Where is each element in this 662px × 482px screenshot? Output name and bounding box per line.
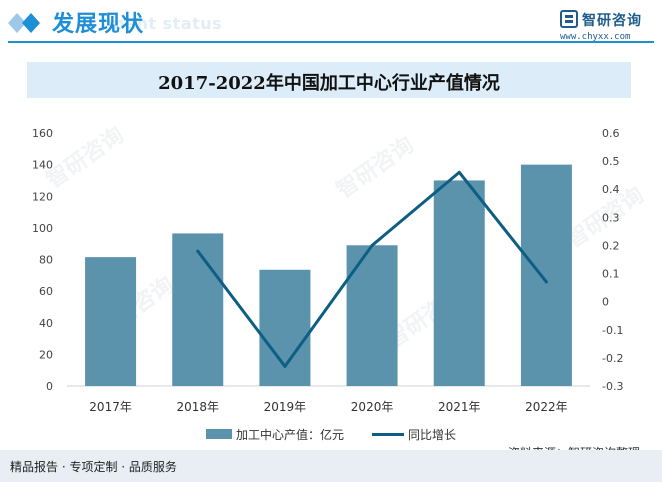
y-right-tick-label: -0.2 xyxy=(602,352,623,365)
growth-point xyxy=(283,364,287,368)
legend-line-swatch xyxy=(372,433,404,436)
bar xyxy=(346,245,398,386)
y-right-tick-label: 0.5 xyxy=(602,155,620,168)
y-left-tick-label: 60 xyxy=(39,285,53,298)
chart: 0 20 40 60 80 100 120 140 160 -0.3 -0.2 -0.1 0 0.1 0.2… xyxy=(32,127,623,414)
footer-text: 精品报告 · 专项定制 · 品质服务 xyxy=(10,460,177,474)
chart-title-band: 2017-2022年中国加工中心行业产值情况 xyxy=(27,62,631,98)
bar xyxy=(520,164,572,386)
legend-line-label: 同比增长 xyxy=(408,428,457,442)
growth-point xyxy=(196,249,200,253)
x-tick-label: 2017年 xyxy=(89,400,132,414)
chart-title: 2017-2022年中国加工中心行业产值情况 xyxy=(158,73,500,94)
growth-point xyxy=(370,243,374,247)
y-left-tick-label: 160 xyxy=(32,127,53,140)
y-right-tick-label: -0.3 xyxy=(602,380,623,393)
y-right-tick-label: 0.4 xyxy=(602,183,620,196)
y-left-tick-label: 100 xyxy=(32,222,53,235)
legend-bar-swatch xyxy=(206,429,232,439)
bar xyxy=(172,233,224,386)
brand-url: www.chyxx.com xyxy=(560,32,631,42)
bar xyxy=(259,269,311,386)
legend-bar-label: 加工中心产值：亿元 xyxy=(236,428,345,442)
section-title: 发展现状 xyxy=(52,12,145,37)
y-left-tick-label: 20 xyxy=(39,348,53,361)
y-right-tick-label: 0.3 xyxy=(602,211,620,224)
header-divider xyxy=(8,41,654,43)
y-left-tick-label: 80 xyxy=(39,254,53,267)
footer-bar: 精品报告 · 专项定制 · 品质服务 xyxy=(0,450,662,482)
x-tick-label: 2020年 xyxy=(351,400,394,414)
section-subtitle: ment status xyxy=(108,14,223,33)
y-left-tick-label: 0 xyxy=(46,380,53,393)
y-right-tick-label: -0.1 xyxy=(602,324,623,337)
x-tick-label: 2022年 xyxy=(525,400,568,414)
brand-logo-icon xyxy=(560,10,578,28)
y-right-tick-label: 0.6 xyxy=(602,127,620,140)
y-left-tick-label: 120 xyxy=(32,190,53,203)
bar xyxy=(85,257,137,386)
growth-point xyxy=(544,280,548,284)
y-right-tick-label: 0.1 xyxy=(602,268,620,281)
x-tick-label: 2018年 xyxy=(176,400,219,414)
y-right-tick-label: 0 xyxy=(602,296,609,309)
y-left-tick-label: 140 xyxy=(32,159,53,172)
brand-name: 智研咨询 xyxy=(582,13,642,29)
diamond-bullet-icon xyxy=(8,13,40,33)
x-tick-label: 2021年 xyxy=(438,400,481,414)
y-left-tick-label: 40 xyxy=(39,317,53,330)
y-right-tick-label: 0.2 xyxy=(602,239,620,252)
x-tick-label: 2019年 xyxy=(264,400,307,414)
page-header: ment status 发展现状 智研咨询 www.chyxx.com xyxy=(0,0,662,46)
growth-point xyxy=(457,170,461,174)
bar xyxy=(433,180,485,386)
